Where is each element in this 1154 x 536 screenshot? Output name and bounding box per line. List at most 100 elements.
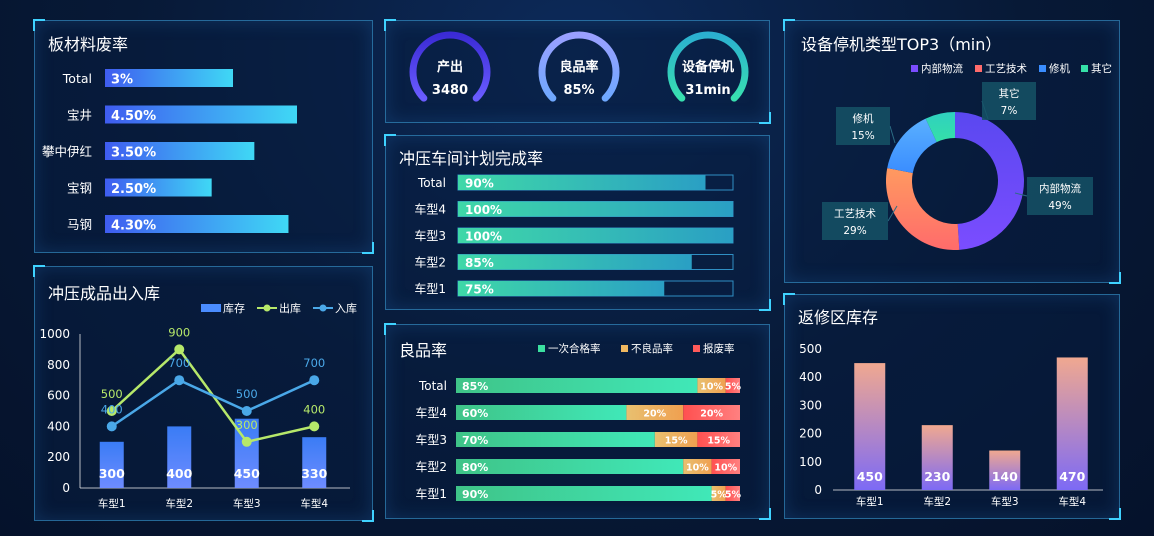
inout-point-label: 400: [303, 402, 325, 416]
quality-bar-segment: [456, 378, 698, 393]
scrap-value-label: 4.50%: [111, 109, 156, 124]
inout-line-in: [111, 378, 315, 428]
plan-category-label: Total: [417, 176, 446, 190]
quality-bar-segment: [456, 486, 712, 501]
scrap-category-label: 宝钢: [67, 181, 92, 196]
scrap-rate-title: 板材料废率: [48, 35, 129, 54]
scrap-value-label: 4.30%: [111, 219, 156, 234]
quality-segment-label: 20%: [643, 409, 666, 420]
downtime-label-box: [1027, 177, 1093, 215]
quality-segment-label: 10%: [686, 463, 709, 474]
repair-y-tick: 500: [799, 342, 822, 356]
plan-bar: [458, 228, 733, 243]
inout-legend-label: 库存: [223, 301, 245, 315]
downtime-legend-swatch: [975, 65, 982, 72]
inout-point: [106, 421, 117, 432]
downtime-slice-name: 其它: [999, 87, 1020, 100]
plan-value-label: 85%: [465, 256, 494, 270]
inout-point-label: 300: [236, 418, 258, 432]
repair-x-tick: 车型4: [1058, 495, 1086, 508]
plan-completion-chart: Total 90% 车型4 100% 车型3 100% 车型2 85% 车型1 75%: [414, 174, 734, 297]
plan-bar: [458, 281, 665, 296]
inout-legend-label: 出库: [279, 301, 301, 315]
scrap-bar: [105, 105, 297, 124]
inout-point: [241, 406, 252, 416]
downtime-slice: [886, 168, 960, 250]
inout-y-tick: 400: [47, 419, 70, 433]
scrap-category-label: Total: [62, 71, 92, 86]
inout-stock-bar: [302, 437, 327, 488]
repair-y-tick: 200: [799, 427, 822, 441]
downtime-label-box: [836, 107, 890, 145]
inout-chart: 0 200 400 600 800 1000 300 400 450 330 500 900 300 40…: [39, 301, 357, 510]
kpi-panel: 产出 3480 良品率 85% 设备停机 31min: [384, 19, 771, 124]
quality-segment-label: 70%: [462, 434, 488, 447]
kpi-name: 产出: [437, 59, 463, 75]
quality-bar-segment: [456, 459, 684, 474]
downtime-slice-value: 15%: [851, 130, 874, 142]
downtime-title: 设备停机类型TOP3（min）: [801, 35, 1002, 54]
repair-y-tick: 100: [799, 455, 822, 469]
downtime-slice-value: 7%: [1001, 105, 1018, 117]
downtime-legend-label: 工艺技术: [985, 62, 1027, 75]
inout-point-label: 500: [101, 387, 123, 401]
downtime-leader-line: [887, 205, 898, 222]
quality-segment-label: 15%: [665, 436, 688, 447]
repair-panel: 返修区库存 0 100 200 300 400 500 450 车型1 230 车型2 140 车型3…: [783, 293, 1121, 520]
quality-segment-label: 5%: [711, 490, 728, 501]
inout-stock-label: 330: [301, 466, 327, 481]
scrap-bar: [105, 178, 212, 197]
scrap-category-label: 攀中伊红: [42, 144, 92, 159]
scrap-bar: [105, 215, 289, 233]
downtime-label-box: [822, 202, 888, 240]
plan-bar: [458, 175, 706, 190]
quality-segment-label: 85%: [462, 380, 488, 393]
inout-stock-label: 300: [99, 466, 125, 481]
kpi-name: 良品率: [559, 59, 598, 75]
plan-value-label: 75%: [465, 283, 494, 297]
inout-point: [174, 375, 185, 386]
scrap-category-label: 宝井: [67, 108, 92, 123]
quality-category-label: 车型2: [415, 459, 447, 474]
quality-bar-segment: [456, 432, 655, 447]
kpi-gauge-arc: [538, 31, 620, 102]
kpi-value: 85%: [563, 83, 594, 98]
quality-category-label: 车型1: [415, 486, 447, 501]
kpi-gauge-arc: [409, 31, 491, 102]
quality-bar-segment: [683, 405, 740, 420]
downtime-slice-name: 工艺技术: [834, 207, 876, 220]
inout-stock-bar: [167, 426, 192, 488]
inout-stock-label: 400: [166, 466, 192, 481]
downtime-slice: [925, 112, 955, 143]
downtime-label-box: [982, 82, 1036, 120]
quality-category-label: 车型3: [415, 432, 447, 447]
quality-bar-segment: [683, 459, 712, 474]
quality-legend-label: 报废率: [703, 342, 735, 355]
plan-category-label: 车型2: [414, 255, 446, 270]
downtime-leader-line: [889, 125, 896, 144]
downtime-legend-swatch: [911, 65, 918, 72]
plan-bar: [458, 201, 733, 217]
downtime-slice-name: 修机: [853, 112, 874, 125]
inout-point: [241, 436, 252, 447]
scrap-rate-chart: Total 3% 宝井 4.50% 攀中伊红 3.50% 宝钢 2.50% 马钢 4.30%: [42, 69, 297, 234]
repair-title: 返修区库存: [798, 308, 879, 327]
plan-category-label: 车型4: [414, 202, 446, 217]
plan-value-label: 100%: [465, 230, 502, 244]
inout-y-tick: 800: [47, 358, 70, 372]
downtime-slice: [955, 112, 1024, 250]
inout-title: 冲压成品出入库: [48, 284, 161, 303]
plan-value-label: 90%: [465, 177, 494, 191]
scrap-category-label: 马钢: [67, 217, 92, 232]
repair-value-label: 450: [857, 469, 883, 484]
quality-segment-label: 5%: [725, 382, 742, 393]
inout-x-tick: 车型1: [98, 497, 126, 510]
quality-segment-label: 5%: [725, 490, 742, 501]
inout-stock-bar: [99, 441, 124, 488]
inout-point: [106, 406, 117, 416]
downtime-legend-swatch: [1039, 65, 1046, 72]
quality-segment-label: 90%: [462, 488, 488, 501]
inout-stock-label: 450: [234, 466, 260, 481]
scrap-value-label: 3.50%: [111, 146, 156, 161]
